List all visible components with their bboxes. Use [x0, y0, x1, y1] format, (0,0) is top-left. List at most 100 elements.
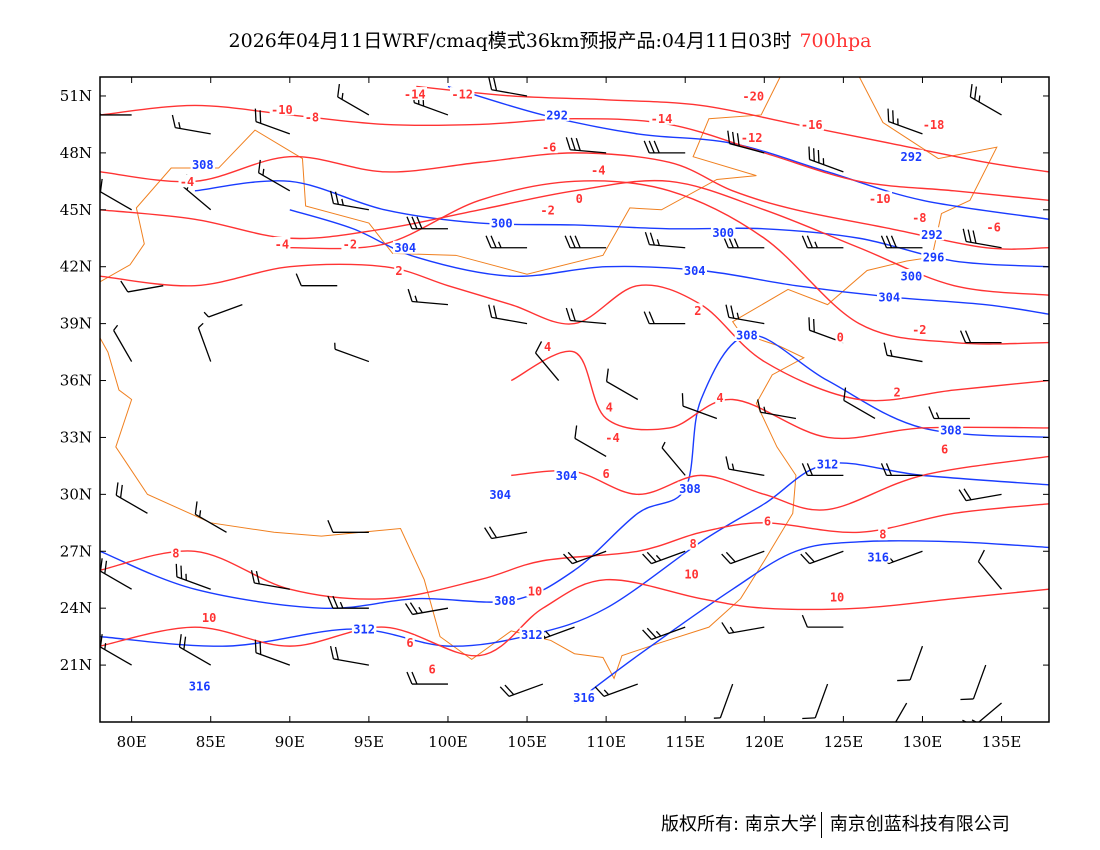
lon-tick-label: 110E	[586, 733, 626, 751]
temperature-label: -2	[540, 203, 554, 217]
temperature-label-bg	[939, 441, 950, 455]
wind-barb	[499, 683, 544, 697]
temperature-label: 6	[406, 636, 413, 650]
wind-barb	[254, 639, 291, 666]
wind-barb	[605, 368, 639, 401]
temperature-label: -4	[275, 237, 289, 251]
temperature-label: 4	[544, 340, 551, 354]
temperature-label-bg	[828, 589, 846, 603]
height-label: 304	[394, 241, 416, 255]
wind-barb	[928, 406, 970, 420]
wind-barb	[171, 114, 211, 135]
temperature-label: 8	[690, 537, 697, 551]
temperature-label: -4	[591, 163, 605, 177]
height-label: 316	[867, 550, 889, 564]
temperature-label-bg	[171, 546, 181, 560]
wind-barb	[725, 456, 765, 477]
lon-tick-label: 105E	[507, 733, 547, 751]
temperature-contour-6	[511, 455, 1049, 511]
wind-barb	[327, 520, 369, 533]
temperature-contour-0	[289, 180, 1049, 345]
title-main: 2026年04月11日WRF/cmaq模式36km预报产品:04月11日03时	[228, 30, 792, 52]
temperature-label-bg	[867, 191, 893, 205]
wind-barbs-layer	[100, 77, 1003, 722]
lat-tick-label: 36N	[60, 372, 92, 390]
temperature-label-bg	[394, 263, 404, 277]
temperature-label: 10	[830, 590, 844, 604]
temperature-label: 4	[716, 391, 723, 405]
wind-barb	[888, 702, 908, 722]
temperature-label-bg	[603, 430, 621, 444]
height-label: 304	[684, 264, 706, 278]
temperature-label-bg	[739, 130, 764, 144]
lon-tick-label: 85E	[196, 733, 226, 751]
temperature-contour-2	[100, 263, 1049, 402]
temperature-label: -10	[271, 103, 293, 117]
height-label-bg	[492, 593, 518, 607]
temperature-label-bg	[540, 140, 558, 154]
wind-barb	[969, 83, 1002, 116]
temperature-label-bg	[539, 202, 557, 216]
height-label: 308	[494, 594, 516, 608]
lon-tick-label: 135E	[982, 733, 1022, 751]
height-label-bg	[544, 107, 570, 121]
lat-tick-label: 24N	[60, 599, 92, 617]
height-contour-316	[574, 540, 1049, 704]
temperature-label: -2	[912, 323, 926, 337]
temperature-label-bg	[921, 117, 946, 131]
wind-barb	[808, 146, 844, 173]
height-label-bg	[519, 627, 545, 641]
temperature-label: -12	[741, 131, 763, 145]
wind-barb	[327, 595, 369, 609]
wind-barb	[642, 550, 686, 565]
wind-barb	[295, 273, 338, 287]
height-label: 308	[192, 158, 214, 172]
temperature-label: 6	[941, 442, 948, 456]
temperature-label-bg	[985, 219, 1003, 233]
height-label: 300	[491, 217, 513, 231]
wind-barb	[643, 311, 686, 325]
lon-tick-label: 120E	[745, 733, 785, 751]
wind-barb	[977, 549, 1003, 590]
temperature-label: 0	[576, 192, 583, 206]
wind-barb	[802, 683, 829, 720]
temperature-label: 4	[606, 401, 613, 415]
height-label-bg	[899, 269, 924, 283]
temperature-label: -12	[451, 88, 473, 102]
lon-tick-label: 80E	[117, 733, 147, 751]
temperature-label: -14	[404, 88, 426, 102]
wind-barb	[254, 108, 291, 135]
wind-barb	[644, 232, 686, 249]
wind-barb	[594, 683, 638, 697]
map-frame	[99, 76, 1050, 723]
footer-separator	[820, 812, 822, 838]
wind-barb	[257, 159, 291, 192]
height-label: 304	[556, 469, 578, 483]
wind-barb	[406, 216, 448, 230]
wind-barb	[643, 140, 686, 154]
wind-barb	[178, 634, 212, 666]
temperature-label: 8	[879, 528, 886, 542]
height-label-bg	[938, 422, 964, 436]
wind-barb	[721, 550, 765, 565]
temperature-label-bg	[683, 567, 701, 581]
wind-barb	[721, 622, 765, 635]
height-contour-300	[194, 180, 1049, 268]
wind-barb	[887, 108, 923, 135]
lat-tick-label: 48N	[60, 144, 92, 162]
temperature-label-bg	[835, 329, 845, 343]
temperature-label-bg	[200, 610, 218, 624]
wind-barb	[175, 563, 211, 590]
temperature-label: -8	[305, 110, 319, 124]
height-contours-layer	[100, 85, 1049, 704]
height-label-bg	[554, 468, 579, 482]
temperature-label: 10	[528, 585, 542, 599]
temperature-label-bg	[402, 87, 428, 101]
temperature-contour--8	[100, 104, 1049, 202]
lat-tick-label: 27N	[60, 542, 92, 560]
temperature-label-bg	[649, 111, 674, 125]
wind-barb	[958, 488, 1002, 502]
temperature-label: 6	[764, 514, 771, 528]
lat-tick-label: 42N	[60, 258, 92, 276]
wind-barb	[329, 646, 369, 666]
